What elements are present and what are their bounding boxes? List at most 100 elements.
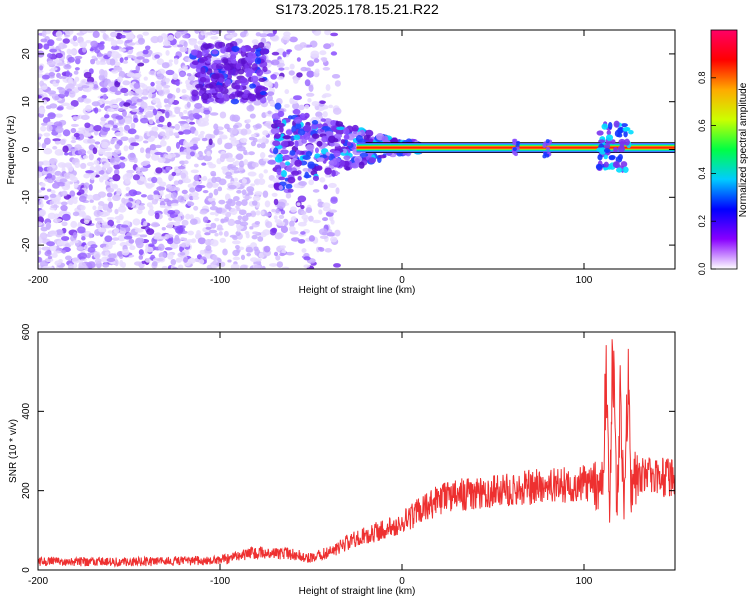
heatmap-cell <box>224 64 231 71</box>
heatmap-cell <box>250 75 259 83</box>
heatmap-cell <box>298 104 305 111</box>
heatmap-cell <box>150 135 156 141</box>
heatmap-cell <box>62 38 70 44</box>
heatmap-cell <box>358 139 367 144</box>
heatmap-cell <box>192 112 200 119</box>
heatmap-cell <box>300 205 305 210</box>
heatmap-cell <box>47 256 53 260</box>
heatmap-cell <box>124 178 131 184</box>
heatmap-cell <box>256 143 262 148</box>
heatmap-cell <box>103 151 113 157</box>
heatmap-cell <box>308 84 314 92</box>
heatmap-cell <box>98 169 105 175</box>
heatmap-cell <box>270 127 280 135</box>
heatmap-cell <box>199 249 205 255</box>
heatmap-cell <box>605 134 614 141</box>
heatmap-cell <box>94 141 101 145</box>
heatmap-cell <box>47 39 55 47</box>
heatmap-cell <box>142 140 149 144</box>
heatmap-cell <box>129 105 137 109</box>
heatmap-cell <box>168 59 174 63</box>
heatmap-cell <box>121 224 129 228</box>
heatmap-cell <box>108 253 117 259</box>
heatmap-cell <box>165 50 170 56</box>
heatmap-cell <box>282 51 287 58</box>
heatmap-cell <box>203 109 211 115</box>
heatmap-cell <box>512 138 517 143</box>
heatmap-cell <box>306 70 315 78</box>
heatmap-cell <box>336 126 345 131</box>
heatmap-cell <box>46 60 56 66</box>
heatmap-cell <box>613 120 620 128</box>
heatmap-cell <box>140 117 149 124</box>
heatmap-cell <box>285 193 292 199</box>
heatmap-cell <box>127 128 137 135</box>
heatmap-cell <box>86 76 95 84</box>
heatmap-cell <box>115 115 124 120</box>
heatmap-cell <box>603 154 608 160</box>
colorbar-tick-label: 0.2 <box>697 215 707 228</box>
heatmap-cell <box>244 231 250 235</box>
x-tick-label: 0 <box>399 275 405 286</box>
heatmap-cell <box>83 182 90 189</box>
heatmap-cell <box>41 74 50 80</box>
heatmap-cell <box>179 46 188 53</box>
heatmap-cell <box>312 219 321 224</box>
heatmap-cell <box>97 201 105 207</box>
heatmap-cell <box>109 58 116 66</box>
heatmap-cell <box>328 209 338 213</box>
heatmap-cell <box>282 135 292 140</box>
heatmap-cell <box>224 79 232 87</box>
heatmap-cell <box>43 132 51 137</box>
heatmap-cell <box>542 143 547 148</box>
heatmap-cell <box>250 257 258 263</box>
heatmap-cell <box>219 111 227 119</box>
heatmap-cell <box>299 113 306 119</box>
heatmap-cell <box>314 147 319 154</box>
heatmap-cell <box>138 255 144 260</box>
heatmap-cell <box>272 177 280 183</box>
heatmap-cell <box>142 160 151 165</box>
heatmap-cell <box>78 127 87 131</box>
heatmap-cell <box>193 163 199 168</box>
heatmap-cell <box>618 126 625 134</box>
heatmap-cell <box>293 134 301 141</box>
heatmap-cell <box>206 150 211 157</box>
heatmap-cell <box>345 166 351 171</box>
heatmap-cell <box>202 216 209 223</box>
heatmap-cell <box>293 95 302 101</box>
heatmap-cell <box>156 258 164 262</box>
heatmap-cell <box>240 254 246 261</box>
heatmap-cell <box>120 261 127 268</box>
heatmap-cell <box>276 122 285 128</box>
heatmap-cell <box>185 213 191 220</box>
heatmap-cell <box>90 244 98 249</box>
heatmap-cell <box>333 263 341 268</box>
heatmap-cell <box>164 77 171 83</box>
heatmap-cell <box>54 170 62 176</box>
heatmap-cell <box>147 194 155 201</box>
heatmap-cell <box>304 171 310 179</box>
heatmap-cell <box>62 145 69 153</box>
heatmap-cell <box>165 69 175 76</box>
heatmap-cell <box>181 88 187 94</box>
heatmap-cell <box>357 131 362 136</box>
heatmap-cell <box>209 212 216 216</box>
heatmap-cell <box>293 116 303 124</box>
heatmap-cell <box>295 122 302 130</box>
heatmap-cell <box>137 37 146 45</box>
heatmap-cell <box>194 130 199 137</box>
heatmap-cell <box>109 157 116 164</box>
heatmap-cell <box>252 195 261 202</box>
heatmap-cell <box>264 200 271 208</box>
heatmap-cell <box>72 263 78 269</box>
heatmap-cell <box>597 154 603 161</box>
heatmap-cell <box>354 158 360 164</box>
heatmap-cell <box>194 102 203 109</box>
heatmap-cell <box>88 232 93 239</box>
heatmap-cell <box>300 231 306 235</box>
heatmap-cell <box>166 222 174 229</box>
heatmap-cell <box>619 140 625 148</box>
heatmap-cell <box>110 31 118 38</box>
heatmap-cell <box>274 232 283 240</box>
